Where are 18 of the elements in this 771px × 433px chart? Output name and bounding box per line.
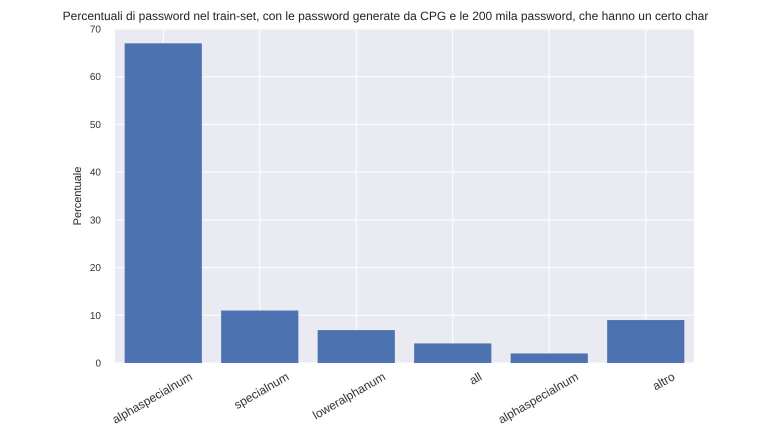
x-tick-label: all <box>466 369 484 388</box>
y-tick-label: 60 <box>90 72 102 84</box>
bar <box>124 43 202 363</box>
y-axis-title: Percentuale <box>72 166 84 226</box>
y-tick-label: 50 <box>90 120 102 131</box>
bar <box>414 343 492 363</box>
y-tick-label: 10 <box>90 310 102 322</box>
bar <box>510 353 588 363</box>
bar <box>221 310 298 363</box>
chart-title: Percentuali di password nel train-set, con le password generate da CPG e le 200 mila password, che hanno un certo char <box>62 9 708 23</box>
bar <box>607 320 684 363</box>
y-tick-label: 70 <box>90 24 102 36</box>
y-tick-label: 0 <box>95 358 102 370</box>
x-tick-label: altro <box>650 369 678 394</box>
y-tick-label: 30 <box>90 215 102 226</box>
y-tick-label: 20 <box>90 263 102 274</box>
bar <box>318 330 395 363</box>
y-tick-label: 40 <box>90 168 102 179</box>
